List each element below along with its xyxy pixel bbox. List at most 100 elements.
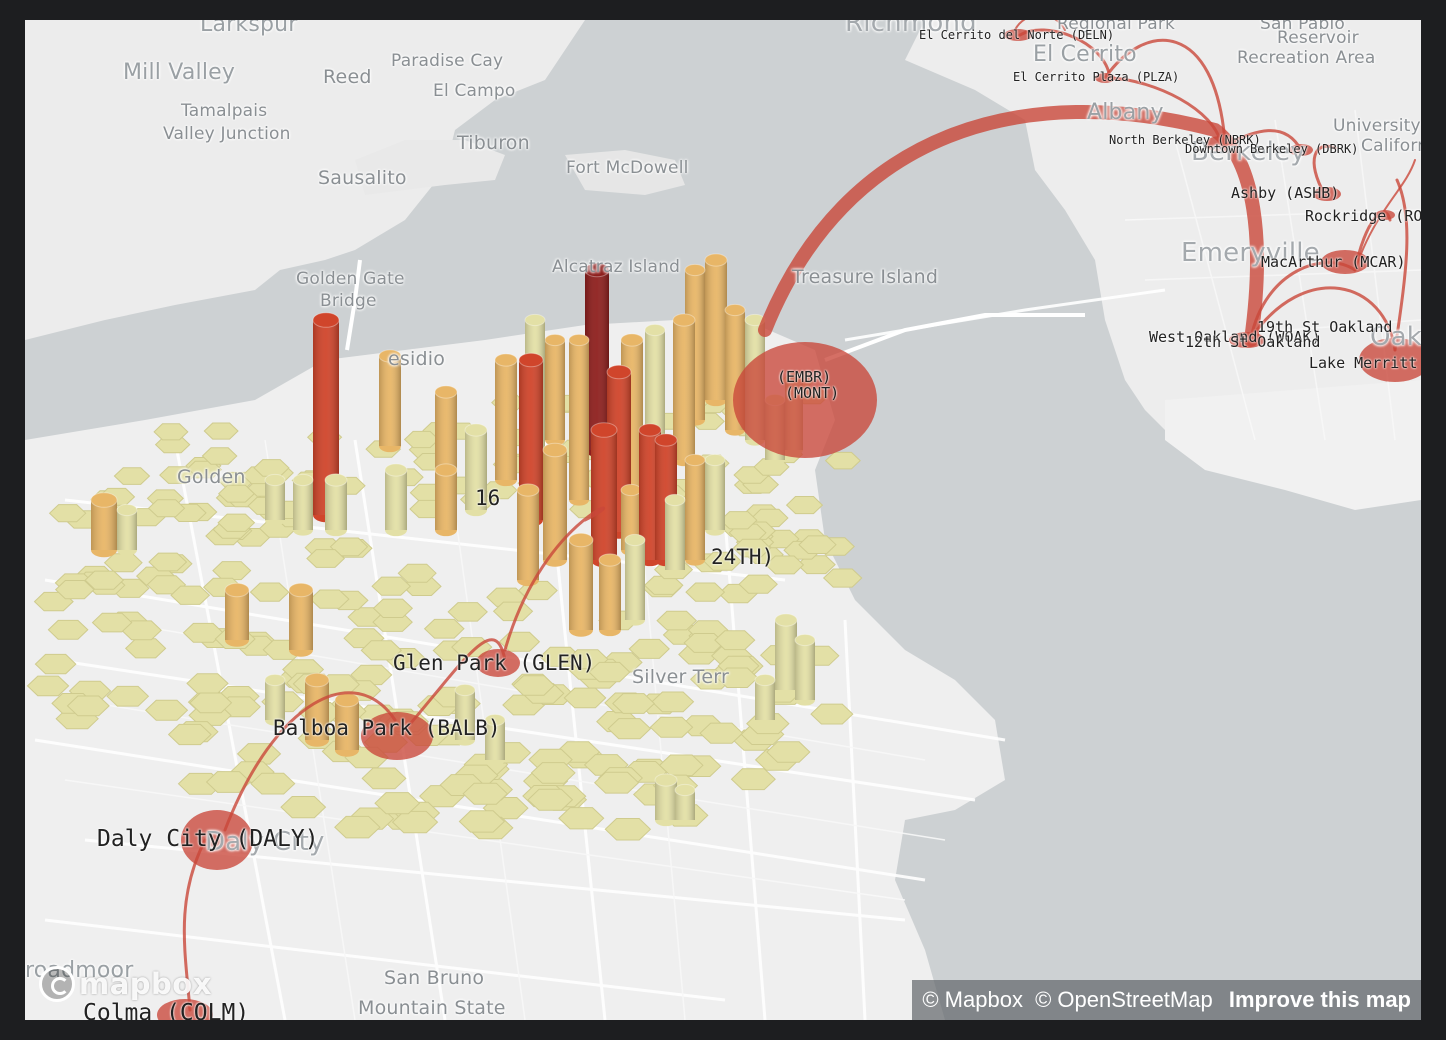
- hex-cell: [372, 598, 414, 618]
- station-label-rock[interactable]: Rockridge (ROCK): [1305, 207, 1421, 225]
- station-label-colm[interactable]: Colma (COLM): [83, 1000, 250, 1020]
- attribution-osm-link[interactable]: © OpenStreetMap: [1035, 987, 1213, 1012]
- place-label-el-cerrito: El Cerrito: [1033, 42, 1137, 67]
- trip-arc: [403, 638, 507, 732]
- map-canvas[interactable]: Larkspur Richmond Regional Park San Pablo Re…: [25, 20, 1421, 1020]
- station-label-daly[interactable]: Daly City (DALY): [97, 826, 319, 852]
- hex-column: [434, 463, 458, 537]
- hex-cell: [170, 585, 211, 605]
- place-label-bridge: Bridge: [320, 291, 377, 311]
- hex-cell: [530, 762, 576, 784]
- hex-cell: [91, 612, 133, 633]
- hex-cell: [113, 467, 151, 485]
- golden-gate-bridge: [345, 259, 362, 351]
- station-label-12th[interactable]: 12th St Oakland: [1185, 333, 1321, 351]
- place-label-albany: Albany: [1087, 100, 1164, 125]
- place-label-tiburon: Tiburon: [457, 132, 530, 154]
- place-label-tamalpais: Tamalpais: [181, 101, 268, 121]
- colm-circle: [157, 999, 213, 1020]
- trip-arcs-layer: [157, 20, 1421, 1020]
- hex-cell: [766, 741, 811, 763]
- hex-cell: [153, 423, 189, 441]
- station-label-woak[interactable]: West Oakland (WOAK): [1149, 328, 1321, 346]
- station-label-plza[interactable]: El Cerrito Plaza (PLZA): [1013, 70, 1180, 84]
- hex-cell: [730, 768, 776, 791]
- hex-cell: [423, 618, 465, 639]
- hex-cell: [217, 513, 256, 532]
- hex-cell: [512, 675, 555, 696]
- hex-column: [464, 423, 488, 517]
- hex-cell: [397, 563, 437, 583]
- mapbox-logo-text: mapbox: [79, 967, 212, 1001]
- hex-cell: [167, 723, 212, 746]
- place-label-california: California: [1361, 136, 1421, 156]
- hex-cell: [714, 630, 756, 651]
- hex-cell: [249, 582, 290, 602]
- hex-column: [654, 773, 678, 827]
- station-label-nbrk[interactable]: North Berkeley (NBRK): [1109, 133, 1261, 147]
- station-label-lake[interactable]: Lake Merritt: [1309, 354, 1418, 372]
- hex-cell: [447, 602, 488, 622]
- hex-cell: [66, 695, 110, 717]
- station-label-mcar[interactable]: MacArthur (MCAR): [1261, 253, 1406, 271]
- hex-column: [664, 493, 686, 576]
- ashb-circle: [1313, 187, 1341, 201]
- hex-column: [484, 713, 506, 766]
- station-label-16th[interactable]: 16: [475, 486, 501, 510]
- trip-arc: [223, 691, 397, 832]
- hex-cell: [462, 782, 509, 805]
- bay-bridge: [824, 313, 1085, 362]
- mapbox-logo[interactable]: mapbox: [39, 966, 212, 1002]
- hex-column: [544, 333, 566, 446]
- land-eastbay: [905, 20, 1421, 470]
- hex-column: [288, 582, 314, 657]
- hex-cell: [732, 538, 772, 558]
- hex-cell: [612, 693, 656, 714]
- place-label-regional-park: Regional Park: [1057, 20, 1176, 34]
- hex-cell: [683, 633, 725, 653]
- hex-cell: [628, 638, 670, 659]
- hex-cell: [47, 619, 89, 640]
- hex-cell: [558, 807, 605, 830]
- hex-column: [754, 673, 776, 726]
- trip-arc: [182, 838, 207, 1012]
- hex-column: [516, 483, 540, 587]
- station-label-balb[interactable]: Balboa Park (BALB): [273, 716, 501, 740]
- trip-arc: [1223, 129, 1303, 152]
- trip-arc: [1103, 38, 1227, 144]
- place-label-oakland: Oakland: [1370, 322, 1421, 352]
- improve-map-link[interactable]: Improve this map: [1228, 987, 1411, 1012]
- place-label-mill-valley: Mill Valley: [123, 60, 236, 85]
- station-label-deln[interactable]: El Cerrito del Norte (DELN): [919, 28, 1115, 42]
- place-label-reed: Reed: [323, 66, 372, 88]
- place-label-paradise-cay: Paradise Cay: [391, 51, 504, 71]
- place-label-alcatraz: Alcatraz Island: [552, 257, 681, 277]
- hex-column: [774, 613, 798, 697]
- hex-cell: [607, 718, 652, 740]
- hex-cell: [84, 570, 125, 590]
- place-label-presidio: esidio: [388, 348, 446, 370]
- place-label-san-bruno: San Bruno: [384, 967, 485, 989]
- station-label-ashb[interactable]: Ashby (ASHB): [1231, 184, 1340, 202]
- place-label-fort-mcdowell: Fort McDowell: [566, 158, 689, 178]
- station-label-embr[interactable]: (EMBR): [777, 368, 832, 386]
- place-label-larkspur: Larkspur: [200, 20, 298, 37]
- place-label-reservoir: Reservoir: [1277, 28, 1359, 48]
- place-label-university: University: [1333, 116, 1421, 136]
- hex-cell: [824, 451, 861, 470]
- place-label-golden-gate: Golden Gate: [296, 269, 405, 289]
- hex-cell: [34, 653, 77, 675]
- trip-arc: [1393, 178, 1409, 352]
- place-label-el-campo: El Campo: [433, 81, 516, 101]
- attribution-mapbox-link[interactable]: © Mapbox: [922, 987, 1023, 1012]
- station-label-mont[interactable]: (MONT): [785, 384, 840, 402]
- station-label-19th[interactable]: 19th St Oakland: [1257, 318, 1393, 336]
- place-label-valley-junction: Valley Junction: [163, 124, 291, 144]
- embr-circle: [733, 342, 877, 458]
- hex-cell: [658, 754, 704, 777]
- station-label-glen[interactable]: Glen Park (GLEN): [393, 651, 596, 675]
- station-label-dbrk[interactable]: Downtown Berkeley (DBRK): [1185, 142, 1359, 156]
- place-label-berkeley: Berkeley: [1191, 137, 1306, 167]
- station-label-24th[interactable]: 24TH): [711, 545, 775, 569]
- hex-cell: [217, 484, 255, 503]
